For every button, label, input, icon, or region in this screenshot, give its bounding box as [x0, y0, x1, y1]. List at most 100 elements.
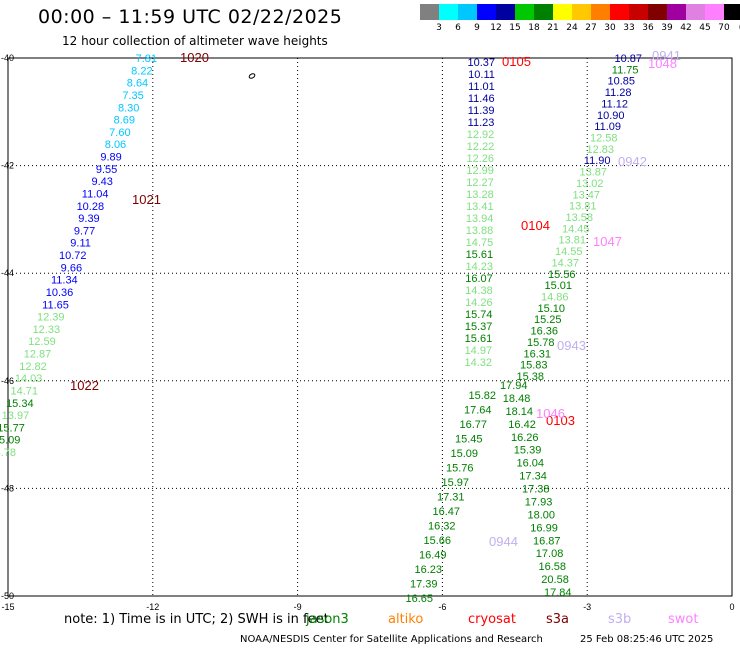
wave-height-label: 16.32 [428, 521, 456, 533]
lon-tick-label: -12 [146, 602, 159, 612]
color-level-label: 9 [474, 23, 480, 33]
wave-height-label: 17.94 [500, 380, 528, 392]
wave-height-label: 15.77 [0, 422, 25, 434]
wave-height-label: 14.45 [562, 223, 590, 235]
wave-height-label: 15.83 [520, 360, 548, 372]
color-swatch [458, 4, 477, 20]
wave-height-label: 15.97 [441, 477, 469, 489]
color-level-label: 30 [604, 23, 616, 33]
color-swatch [496, 4, 515, 20]
wave-height-label: 8.06 [105, 139, 126, 151]
lon-tick-label: -15 [1, 602, 14, 612]
wave-height-label: 15.82 [468, 390, 496, 402]
wave-height-label: 15.39 [514, 445, 542, 457]
wave-height-label: 15.38 [516, 371, 544, 383]
wave-height-label: 9.89 [100, 152, 121, 164]
wave-height-label: 15.61 [465, 333, 493, 345]
pass-time-label: 0941 [652, 48, 681, 63]
wave-height-label: 13.94 [466, 213, 494, 225]
wave-height-label: 14.71 [10, 385, 38, 397]
pass-time-label: 0105 [502, 54, 531, 69]
legend-satellite-s3a: s3a [546, 612, 570, 627]
pass-time-label: 1021 [132, 192, 161, 207]
island-outline [248, 73, 256, 79]
wave-height-label: 17.64 [464, 405, 492, 417]
color-level-label: 6 [455, 23, 461, 33]
wave-height-label: 12.26 [466, 153, 494, 165]
wave-height-label: 17.84 [544, 587, 572, 599]
wave-height-label: 10.37 [467, 57, 495, 69]
wave-height-label: 15.45 [455, 434, 483, 446]
color-level-label: 3 [436, 23, 442, 33]
wave-height-label: 13.58 [565, 212, 593, 224]
wave-height-label: 15.76 [446, 463, 474, 475]
wave-height-label: 10.36 [46, 287, 74, 299]
wave-height-label: 15.34 [6, 398, 34, 410]
wave-height-label: 17.34 [519, 471, 547, 483]
wave-height-label: 16.49 [419, 550, 447, 562]
lon-tick-label: -9 [294, 602, 302, 612]
color-swatch [591, 4, 610, 20]
wave-height-label: 13.88 [466, 225, 494, 237]
wave-height-label: 15.10 [537, 303, 565, 315]
map-frame [7, 57, 733, 597]
color-level-label: 39 [661, 23, 673, 33]
wave-height-label: 14.23 [465, 261, 493, 273]
pass-time-label: 0104 [521, 218, 550, 233]
color-swatch [610, 4, 629, 20]
wave-height-label: 14.97 [465, 345, 493, 357]
wave-height-label: 11.39 [468, 105, 495, 117]
lat-tick-label: -48 [1, 483, 14, 493]
wave-height-label: 9.43 [91, 176, 112, 188]
wave-height-label: 16.23 [414, 564, 442, 576]
pass-time-label: 0944 [489, 534, 518, 549]
wave-height-label: 12.87 [24, 349, 52, 361]
color-level-label: 36 [642, 23, 654, 33]
color-level-label: 42 [680, 23, 692, 33]
wave-height-label: 12.83 [586, 144, 614, 156]
wave-height-label: 12.22 [467, 141, 495, 153]
pass-time-label: 1022 [70, 378, 99, 393]
color-level-label: 21 [547, 23, 559, 33]
legend-satellite-jason3: jason3 [306, 612, 349, 627]
wave-height-label: 16.47 [432, 506, 460, 518]
wave-height-label: 15.09 [450, 448, 478, 460]
color-swatch [686, 4, 705, 20]
wave-height-label: 15.61 [466, 249, 494, 261]
color-level-label: 27 [585, 23, 597, 33]
wave-height-label: 9.11 [70, 238, 91, 250]
wave-height-label: 11.28 [605, 87, 632, 99]
wave-height-label: 7.35 [122, 90, 143, 102]
lat-tick-label: -46 [1, 376, 14, 386]
wave-height-label: 16.77 [459, 419, 487, 431]
wave-height-label: 15.09 [0, 435, 20, 447]
footer-credit: NOAA/NESDIS Center for Satellite Applica… [240, 634, 543, 645]
page-title: 00:00 – 11:59 UTC 02/22/2025 [38, 6, 343, 28]
wave-height-label: 16.87 [533, 535, 561, 547]
color-swatch [724, 4, 740, 20]
wave-height-label: 17.08 [536, 548, 564, 560]
wave-height-label: 14.32 [464, 357, 492, 369]
wave-height-label: 12.82 [19, 361, 47, 373]
wave-height-label: 11.12 [601, 98, 628, 110]
wave-height-label: 18.48 [503, 393, 531, 405]
wave-height-label: 14.37 [551, 257, 579, 269]
color-level-label: 33 [623, 23, 635, 33]
wave-height-label: 13.41 [466, 201, 494, 213]
color-level-label: 24 [566, 23, 578, 33]
wave-height-label: 12.99 [466, 165, 494, 177]
color-level-label: 70 [718, 23, 730, 33]
wave-height-label: 9.39 [78, 213, 99, 225]
wave-height-label: 17.38 [522, 484, 550, 496]
wave-height-label: 11.90 [584, 155, 611, 167]
lon-tick-label: -3 [583, 602, 591, 612]
legend-satellite-swot: swot [668, 612, 699, 627]
wave-height-label: 12.27 [466, 177, 494, 189]
wave-height-label: 8.22 [131, 65, 152, 77]
wave-height-label: 10.28 [77, 201, 105, 213]
pass-time-label: 1048 [648, 56, 677, 71]
wave-height-label: 15.01 [544, 280, 572, 292]
wave-height-label: 17.39 [410, 579, 438, 591]
page-subtitle: 12 hour collection of altimeter wave hei… [62, 34, 328, 48]
wave-height-label: 10.85 [607, 76, 635, 88]
